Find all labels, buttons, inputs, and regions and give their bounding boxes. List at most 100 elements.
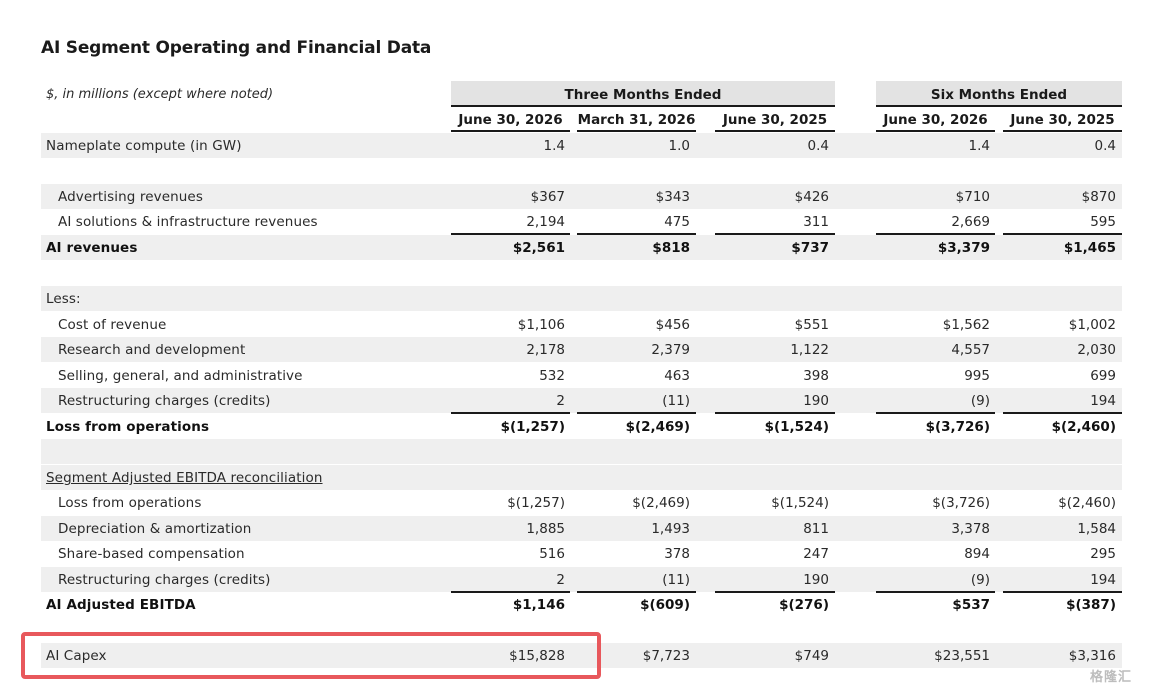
cell-ai-revenues-h1-2025: $1,465 [1063, 240, 1116, 256]
row-label-ebitda-recon: Segment Adjusted EBITDA reconciliation [46, 470, 323, 486]
row-label-ai-capex: AI Capex [46, 648, 107, 664]
row-band [41, 235, 1122, 260]
cell-dep-amort-q1-2026: 1,493 [651, 521, 690, 537]
ai-capex-highlight [21, 632, 601, 679]
row-label-ai-solutions: AI solutions & infrastructure revenues [58, 214, 318, 230]
cell-loss-from-ops-q2-2025: $(1,524) [764, 419, 829, 435]
row-label-ai-adj-ebitda: AI Adjusted EBITDA [46, 597, 196, 613]
cell-sga-q2-2025: 398 [803, 368, 829, 384]
header-rule [451, 105, 835, 107]
row-label-nameplate: Nameplate compute (in GW) [46, 138, 242, 154]
cell-advertising-h1-2026: $710 [955, 189, 990, 205]
cell-recon-loss-q2-2025: $(1,524) [771, 495, 829, 511]
cell-recon-restructuring-h1-2026: (9) [970, 572, 990, 588]
cell-sga-q2-2026: 532 [539, 368, 565, 384]
cell-recon-restructuring-q1-2026: (11) [662, 572, 690, 588]
cell-recon-loss-h1-2025: $(2,460) [1058, 495, 1116, 511]
row-label-advertising: Advertising revenues [58, 189, 203, 205]
cell-cost-of-revenue-q1-2026: $456 [655, 317, 690, 333]
subtotal-rule [577, 412, 696, 414]
cell-sga-h1-2026: 995 [964, 368, 990, 384]
cell-advertising-q1-2026: $343 [655, 189, 690, 205]
cell-ai-solutions-q1-2026: 475 [664, 214, 690, 230]
cell-cost-of-revenue-q2-2026: $1,106 [517, 317, 565, 333]
cell-dep-amort-h1-2025: 1,584 [1077, 521, 1116, 537]
header-band [451, 81, 835, 105]
column-header-q2-2026: June 30, 2026 [458, 112, 563, 128]
column-header-rule [1003, 130, 1122, 132]
row-label-r-and-d: Research and development [58, 342, 246, 358]
spacer-band [41, 439, 1122, 464]
column-header-h1-2025: June 30, 2025 [1010, 112, 1115, 128]
subtotal-rule [876, 233, 995, 235]
cell-sbc-q1-2026: 378 [664, 546, 690, 562]
cell-recon-restructuring-q2-2026: 2 [556, 572, 565, 588]
units-note: $, in millions (except where noted) [46, 87, 274, 102]
row-band [41, 184, 1122, 209]
cell-advertising-h1-2025: $870 [1081, 189, 1116, 205]
row-label-dep-amort: Depreciation & amortization [58, 521, 252, 537]
column-header-rule [876, 130, 995, 132]
subtotal-rule [1003, 591, 1122, 593]
row-label-cost-of-revenue: Cost of revenue [58, 317, 167, 333]
subtotal-rule [715, 233, 835, 235]
cell-r-and-d-q1-2026: 2,379 [651, 342, 690, 358]
cell-ai-solutions-q2-2026: 2,194 [526, 214, 565, 230]
column-header-rule [451, 130, 570, 132]
row-label-loss-from-ops: Loss from operations [46, 419, 210, 435]
cell-dep-amort-q2-2025: 811 [803, 521, 829, 537]
subtotal-rule [577, 233, 696, 235]
cell-nameplate-h1-2025: 0.4 [1094, 138, 1116, 154]
cell-ai-adj-ebitda-h1-2025: $(387) [1066, 597, 1116, 613]
cell-ai-solutions-h1-2025: 595 [1090, 214, 1116, 230]
row-band [41, 133, 1122, 158]
cell-loss-from-ops-h1-2026: $(3,726) [925, 419, 990, 435]
cell-loss-from-ops-q2-2026: $(1,257) [500, 419, 565, 435]
cell-cost-of-revenue-h1-2025: $1,002 [1068, 317, 1116, 333]
cell-nameplate-q2-2026: 1.4 [543, 138, 565, 154]
column-header-q1-2026: March 31, 2026 [577, 112, 696, 128]
subtotal-rule [715, 412, 835, 414]
row-label-restructuring: Restructuring charges (credits) [58, 393, 271, 409]
subtotal-rule [876, 591, 995, 593]
cell-restructuring-q2-2025: 190 [803, 393, 829, 409]
column-header-rule [577, 130, 696, 132]
row-band [41, 286, 1122, 311]
cell-ai-adj-ebitda-q2-2025: $(276) [779, 597, 829, 613]
row-label-sga: Selling, general, and administrative [58, 368, 303, 384]
row-label-less: Less: [46, 291, 81, 307]
cell-sbc-q2-2026: 516 [539, 546, 565, 562]
cell-ai-solutions-q2-2025: 311 [803, 214, 829, 230]
subtotal-rule [577, 591, 696, 593]
header-six-months: Six Months Ended [930, 87, 1068, 103]
cell-ai-revenues-q2-2025: $737 [791, 240, 829, 256]
cell-loss-from-ops-q1-2026: $(2,469) [625, 419, 690, 435]
cell-ai-capex-q2-2026: $15,828 [509, 648, 565, 664]
cell-ai-adj-ebitda-q2-2026: $1,146 [512, 597, 565, 613]
cell-sbc-h1-2026: 894 [964, 546, 990, 562]
header-three-months: Three Months Ended [564, 87, 722, 103]
cell-ai-revenues-q1-2026: $818 [652, 240, 690, 256]
row-band [41, 337, 1122, 362]
cell-ai-capex-q1-2026: $7,723 [642, 648, 690, 664]
cell-recon-restructuring-h1-2025: 194 [1090, 572, 1116, 588]
cell-sbc-h1-2025: 295 [1090, 546, 1116, 562]
cell-nameplate-q2-2025: 0.4 [807, 138, 829, 154]
cell-r-and-d-q2-2026: 2,178 [526, 342, 565, 358]
row-band [41, 465, 1122, 490]
cell-restructuring-h1-2026: (9) [970, 393, 990, 409]
page-title: AI Segment Operating and Financial Data [41, 38, 432, 58]
cell-ai-capex-h1-2026: $23,551 [934, 648, 990, 664]
cell-recon-restructuring-q2-2025: 190 [803, 572, 829, 588]
cell-r-and-d-h1-2025: 2,030 [1077, 342, 1116, 358]
cell-ai-capex-h1-2025: $3,316 [1068, 648, 1116, 664]
cell-ai-capex-q2-2025: $749 [794, 648, 829, 664]
row-band [41, 567, 1122, 592]
cell-recon-loss-h1-2026: $(3,726) [932, 495, 990, 511]
cell-dep-amort-q2-2026: 1,885 [526, 521, 565, 537]
cell-sbc-q2-2025: 247 [803, 546, 829, 562]
subtotal-rule [451, 591, 570, 593]
cell-restructuring-q1-2026: (11) [662, 393, 690, 409]
cell-ai-revenues-q2-2026: $2,561 [512, 240, 565, 256]
